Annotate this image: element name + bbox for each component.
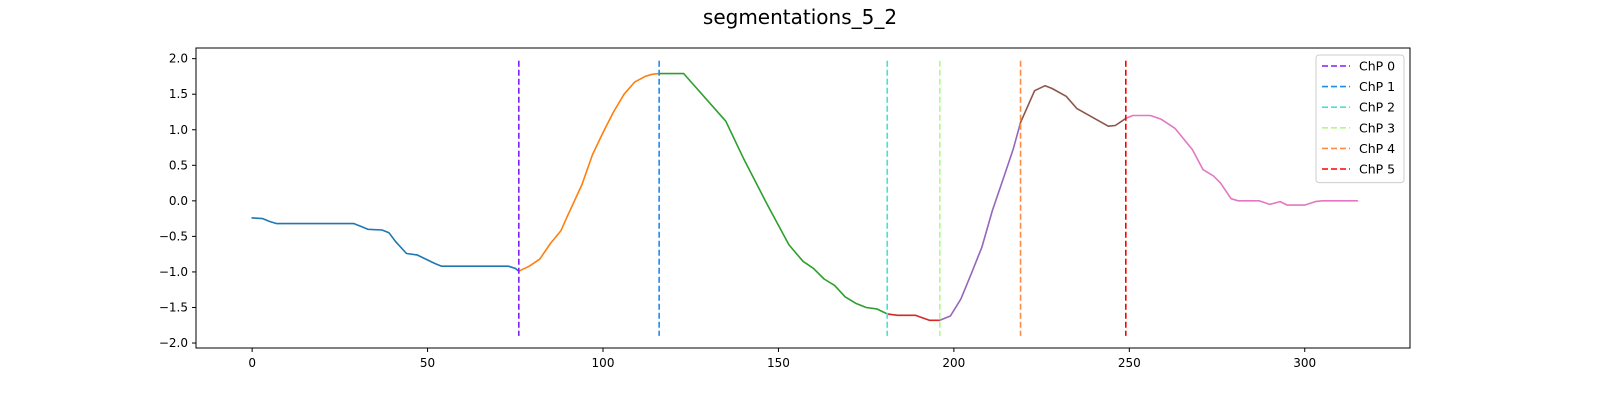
legend-label: ChP 3	[1359, 120, 1395, 135]
series-segment-2	[658, 72, 889, 315]
legend-label: ChP 4	[1359, 141, 1395, 156]
x-tick-label: 50	[420, 356, 435, 370]
x-tick-label: 0	[248, 356, 256, 370]
y-tick-label: 0.5	[169, 158, 188, 172]
series-segment-6	[1125, 114, 1359, 206]
y-tick-label: 0.0	[169, 194, 188, 208]
y-axis: 2.0 1.5 1.0 0.5 0.0 −0.5 −1.0 −1.5 −2.0	[159, 52, 196, 350]
series-segment-1	[517, 72, 660, 273]
x-tick-label: 150	[767, 356, 790, 370]
plot-area-frame	[195, 47, 1411, 349]
x-axis: 0 50 100 150 200 250 300	[248, 348, 1316, 370]
series-segment-5	[1019, 84, 1127, 127]
y-tick-label: −0.5	[159, 229, 188, 243]
legend-label: ChP 1	[1359, 79, 1395, 94]
legend: ChP 0 ChP 1 ChP 2 ChP 3 ChP 4 ChP 5	[1315, 54, 1405, 184]
changepoint-layer	[517, 60, 1127, 336]
series-layer	[251, 72, 1359, 322]
series-segment-3	[886, 313, 941, 322]
y-tick-label: −1.5	[159, 300, 188, 314]
y-tick-label: −1.0	[159, 265, 188, 279]
legend-box	[1315, 54, 1405, 184]
legend-label: ChP 2	[1359, 100, 1395, 115]
legend-label: ChP 0	[1359, 59, 1395, 74]
x-tick-label: 200	[942, 356, 965, 370]
series-segment-4	[938, 121, 1022, 322]
y-tick-label: −2.0	[159, 336, 188, 350]
x-tick-label: 250	[1118, 356, 1141, 370]
y-tick-label: 1.0	[169, 123, 188, 137]
x-tick-label: 300	[1293, 356, 1316, 370]
y-tick-label: 1.5	[169, 87, 188, 101]
chart-title: segmentations_5_2	[703, 5, 897, 29]
y-tick-label: 2.0	[169, 52, 188, 66]
series-segment-0	[251, 217, 520, 273]
x-tick-label: 100	[592, 356, 615, 370]
legend-label: ChP 5	[1359, 162, 1395, 177]
